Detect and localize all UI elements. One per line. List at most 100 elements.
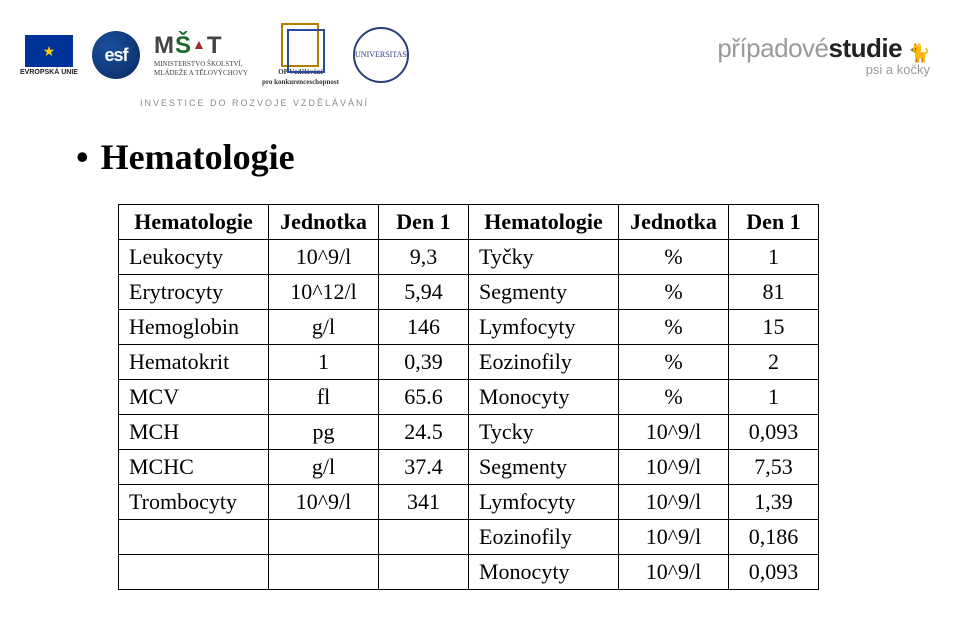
table-cell: 10^9/l <box>619 415 729 450</box>
opvk-icon <box>281 23 319 67</box>
table-cell: Segmenty <box>469 275 619 310</box>
table-cell: Segmenty <box>469 450 619 485</box>
eu-flag-icon: ★ <box>25 35 73 67</box>
table-cell: % <box>619 380 729 415</box>
table-cell: 10^9/l <box>619 485 729 520</box>
table-cell: Monocyty <box>469 555 619 590</box>
table-cell: Monocyty <box>469 380 619 415</box>
th: Hematologie <box>469 205 619 240</box>
table-header-row: Hematologie Jednotka Den 1 Hematologie J… <box>119 205 819 240</box>
table-cell: 2 <box>729 345 819 380</box>
table-cell: 10^9/l <box>269 240 379 275</box>
table-cell: Tycky <box>469 415 619 450</box>
table-cell: fl <box>269 380 379 415</box>
table-cell: 37.4 <box>379 450 469 485</box>
table-row: Trombocyty10^9/l341Lymfocyty10^9/l1,39 <box>119 485 819 520</box>
esf-icon: esf <box>92 31 140 79</box>
table-row: Monocyty10^9/l0,093 <box>119 555 819 590</box>
brand-bold: studie <box>829 33 903 63</box>
table-cell <box>379 555 469 590</box>
table-cell: pg <box>269 415 379 450</box>
table-cell: 1 <box>269 345 379 380</box>
brand-sub: psi a kočky <box>717 62 930 77</box>
table-cell: Eozinofily <box>469 345 619 380</box>
table-cell: 9,3 <box>379 240 469 275</box>
table-cell: 10^9/l <box>619 555 729 590</box>
content: Hematologie Hematologie Jednotka Den 1 H… <box>0 108 960 590</box>
msmt-logo: MŠ▲T MINISTERSTVO ŠKOLSTVÍ, MLÁDEŽE A TĚ… <box>154 32 248 77</box>
msmt-line1: MINISTERSTVO ŠKOLSTVÍ, <box>154 61 243 69</box>
brand-right: případovéstudie🐈 psi a kočky <box>717 33 930 77</box>
table-cell: 0,093 <box>729 415 819 450</box>
table-cell: 24.5 <box>379 415 469 450</box>
table-cell: 1 <box>729 240 819 275</box>
table-cell: 146 <box>379 310 469 345</box>
table-cell <box>269 555 379 590</box>
table-row: Leukocyty10^9/l9,3Tyčky%1 <box>119 240 819 275</box>
table-cell: 1,39 <box>729 485 819 520</box>
table-cell: Hematokrit <box>119 345 269 380</box>
table-cell: 10^9/l <box>269 485 379 520</box>
page-title: Hematologie <box>70 136 890 178</box>
table-cell: % <box>619 345 729 380</box>
table-cell: Erytrocyty <box>119 275 269 310</box>
cat-icon: 🐈 <box>908 43 930 64</box>
eu-logo: ★ EVROPSKÁ UNIE <box>20 35 78 76</box>
table-cell <box>379 520 469 555</box>
table-cell: 15 <box>729 310 819 345</box>
vet-seal-icon: UNIVERSITAS <box>353 27 409 83</box>
table-cell: Trombocyty <box>119 485 269 520</box>
table-cell: Hemoglobin <box>119 310 269 345</box>
th: Hematologie <box>119 205 269 240</box>
table-cell: 10^12/l <box>269 275 379 310</box>
table-cell <box>119 520 269 555</box>
table-row: Hematokrit10,39Eozinofily%2 <box>119 345 819 380</box>
table-cell: Lymfocyty <box>469 310 619 345</box>
table-row: MCHpg24.5Tycky10^9/l0,093 <box>119 415 819 450</box>
esf-logo: esf <box>92 31 140 79</box>
opvk-logo: OP Vzdělávání pro konkurenceschopnost <box>262 23 339 86</box>
table-cell: Leukocyty <box>119 240 269 275</box>
table-row: Erytrocyty10^12/l5,94Segmenty%81 <box>119 275 819 310</box>
table-cell: Eozinofily <box>469 520 619 555</box>
logos-left: ★ EVROPSKÁ UNIE esf MŠ▲T MINISTERSTVO ŠK… <box>20 23 409 86</box>
table-row: Hemoglobing/l146Lymfocyty%15 <box>119 310 819 345</box>
table-cell: g/l <box>269 310 379 345</box>
table-cell: 0,39 <box>379 345 469 380</box>
table-cell: Tyčky <box>469 240 619 275</box>
table-cell: 1 <box>729 380 819 415</box>
table-row: MCVfl65.6Monocyty%1 <box>119 380 819 415</box>
table-cell: g/l <box>269 450 379 485</box>
th: Jednotka <box>619 205 729 240</box>
table-cell: % <box>619 240 729 275</box>
header-bar: ★ EVROPSKÁ UNIE esf MŠ▲T MINISTERSTVO ŠK… <box>0 0 960 100</box>
table-cell <box>269 520 379 555</box>
table-cell: 0,093 <box>729 555 819 590</box>
table-cell: MCH <box>119 415 269 450</box>
investice-line: INVESTICE DO ROZVOJE VZDĚLÁVÁNÍ <box>0 98 960 108</box>
table-cell: % <box>619 310 729 345</box>
table-cell <box>119 555 269 590</box>
th: Den 1 <box>729 205 819 240</box>
brand-light: případové <box>717 33 828 63</box>
brand-title: případovéstudie🐈 <box>717 33 930 64</box>
table-cell: 81 <box>729 275 819 310</box>
hematology-table: Hematologie Jednotka Den 1 Hematologie J… <box>118 204 819 590</box>
table-row: MCHCg/l37.4Segmenty10^9/l7,53 <box>119 450 819 485</box>
msmt-line2: MLÁDEŽE A TĚLOVÝCHOVY <box>154 70 248 78</box>
table-cell: 341 <box>379 485 469 520</box>
th: Den 1 <box>379 205 469 240</box>
th: Jednotka <box>269 205 379 240</box>
table-cell: 7,53 <box>729 450 819 485</box>
table-row: Eozinofily10^9/l0,186 <box>119 520 819 555</box>
table-cell: % <box>619 275 729 310</box>
table-cell: MCV <box>119 380 269 415</box>
table-cell: 65.6 <box>379 380 469 415</box>
table-cell: 10^9/l <box>619 520 729 555</box>
eu-label: EVROPSKÁ UNIE <box>20 69 78 76</box>
table-cell: 0,186 <box>729 520 819 555</box>
table-cell: 10^9/l <box>619 450 729 485</box>
table-cell: Lymfocyty <box>469 485 619 520</box>
table-cell: 5,94 <box>379 275 469 310</box>
opvk-line2: pro konkurenceschopnost <box>262 79 339 87</box>
